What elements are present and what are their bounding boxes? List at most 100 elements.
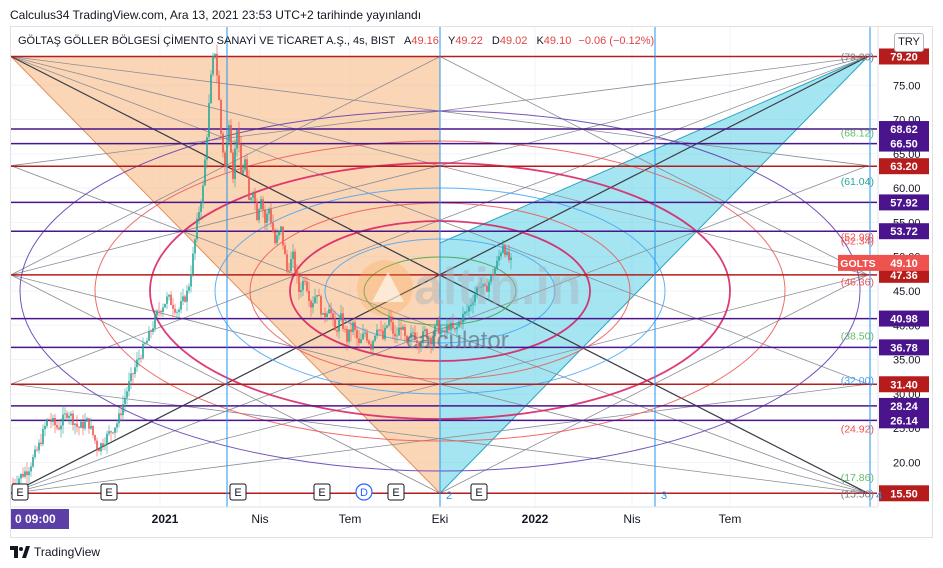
earnings-marker-label: E xyxy=(105,487,112,499)
candle-body xyxy=(170,294,172,306)
candle-body xyxy=(38,442,40,451)
candle-body xyxy=(404,326,406,336)
candle-body xyxy=(432,336,434,345)
price-axis[interactable]: 20.0025.0030.0035.0040.0045.0050.0055.00… xyxy=(838,27,929,507)
candle-body xyxy=(122,404,124,416)
candle-body xyxy=(76,423,78,427)
candle-body xyxy=(256,201,258,221)
time-tick-label: 2021 xyxy=(152,512,179,526)
time-cursor-label: 0 09:00 xyxy=(15,512,56,526)
price-level-value: 63.20 xyxy=(890,161,918,173)
candle-body xyxy=(502,245,504,253)
candle-body xyxy=(176,311,178,313)
earnings-marker xyxy=(229,483,247,501)
candle-body xyxy=(274,232,276,244)
candle-body xyxy=(496,260,498,269)
candle-body xyxy=(218,75,220,101)
candle-body xyxy=(60,425,62,430)
candle-body xyxy=(162,307,164,313)
time-tick-label: Eki xyxy=(432,512,449,526)
candle-body xyxy=(148,331,150,341)
candle-body xyxy=(410,332,412,338)
candle-body xyxy=(390,316,392,323)
candle-body xyxy=(88,418,90,429)
candle-body xyxy=(304,280,306,282)
price-level-badge xyxy=(879,397,929,414)
vertical-marker-label: 3 xyxy=(661,490,667,502)
candle-body xyxy=(70,413,72,416)
price-level-badge xyxy=(879,135,929,152)
candle-body xyxy=(398,327,400,336)
candle-body xyxy=(470,304,472,307)
candle-body xyxy=(126,391,128,398)
candle-body xyxy=(494,268,496,276)
candle-body xyxy=(240,144,242,174)
candle-body xyxy=(490,274,492,283)
change-value: −0.06 (−0.12%) xyxy=(578,35,655,47)
candle-body xyxy=(420,343,422,348)
currency-badge[interactable]: TRY xyxy=(894,33,924,52)
candle-body xyxy=(316,295,318,297)
candle-body xyxy=(428,337,430,339)
candle-body xyxy=(198,211,200,219)
candle-body xyxy=(84,421,86,429)
candle-body xyxy=(278,231,280,236)
candle-body xyxy=(36,449,38,451)
candle-body xyxy=(380,329,382,331)
price-level-value: 36.78 xyxy=(890,342,918,354)
candle-body xyxy=(246,159,248,177)
price-tick-label: 60.00 xyxy=(893,183,921,195)
price-level-badge xyxy=(879,339,929,356)
candle-body xyxy=(288,270,290,272)
price-level-value: 15.50 xyxy=(890,488,918,500)
price-level-value: 31.40 xyxy=(890,379,918,391)
candle-body xyxy=(50,419,52,422)
candle-body xyxy=(360,339,362,344)
candle-body xyxy=(248,176,250,200)
candle-body xyxy=(342,313,344,329)
candle-body xyxy=(474,294,476,303)
symbol-name: GÖLTAŞ GÖLLER BÖLGESİ ÇİMENTO SANAYİ VE … xyxy=(18,35,395,47)
price-level-value: 57.92 xyxy=(890,197,918,209)
candle-body xyxy=(326,313,328,317)
candle-body xyxy=(140,358,142,359)
candle-body xyxy=(370,344,372,350)
candle-body xyxy=(508,251,510,261)
candle-body xyxy=(460,322,462,324)
open-value: 49.16 xyxy=(411,35,439,47)
price-level-badge xyxy=(879,310,929,327)
candle-body xyxy=(266,213,268,223)
candle-body xyxy=(448,325,450,330)
candle-body xyxy=(236,130,238,149)
candle-body xyxy=(222,133,224,153)
candle-body xyxy=(244,159,246,170)
candle-body xyxy=(486,285,488,292)
earnings-marker xyxy=(470,483,488,501)
candle-body xyxy=(394,333,396,337)
price-level-value: 26.14 xyxy=(890,415,918,427)
candle-body xyxy=(348,329,350,342)
fib-label: (24.92) xyxy=(841,424,874,436)
candle-body xyxy=(422,331,424,344)
candle-body xyxy=(188,286,190,291)
candle-body xyxy=(510,257,512,261)
candle-body xyxy=(340,313,342,321)
candle-body xyxy=(344,328,346,330)
candle-body xyxy=(336,330,338,332)
candle-body xyxy=(382,330,384,339)
low-key: D xyxy=(491,35,500,47)
price-tick-label: 45.00 xyxy=(893,286,921,298)
candle-body xyxy=(314,296,316,303)
candle-body xyxy=(46,419,48,426)
time-tick-label: Nis xyxy=(623,512,640,526)
candle-body xyxy=(202,185,204,204)
watermark-sub: calculator xyxy=(406,327,509,354)
chart-frame[interactable] xyxy=(10,26,933,538)
candle-body xyxy=(262,199,264,210)
time-tick-label: Tem xyxy=(339,512,362,526)
time-axis[interactable]: 0 09:00 2021 Nis Tem Eki 2022 Nis Tem 2 3 4 xyxy=(11,490,882,529)
last-price-badge xyxy=(879,254,929,271)
price-level-value: 40.98 xyxy=(890,314,918,326)
